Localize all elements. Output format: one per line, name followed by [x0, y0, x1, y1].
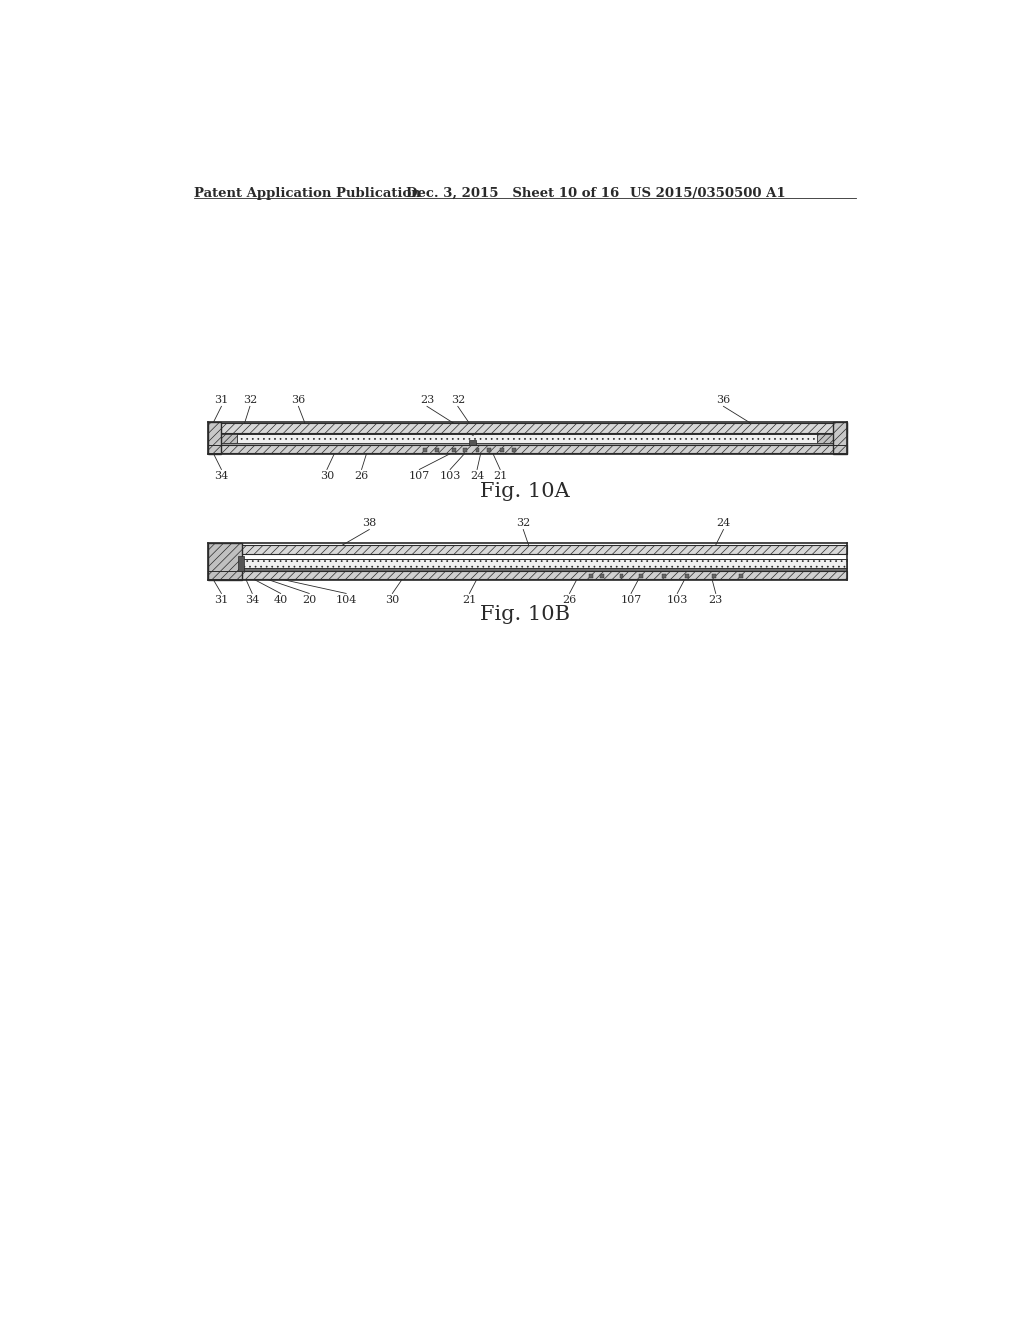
Text: 23: 23 [709, 595, 723, 605]
Bar [208, 545, 847, 554]
Text: US 2015/0350500 A1: US 2015/0350500 A1 [630, 187, 785, 199]
Text: 34: 34 [214, 471, 228, 480]
Bar [239, 557, 244, 572]
Text: 38: 38 [362, 517, 377, 528]
Text: 21: 21 [462, 595, 476, 605]
Text: 23: 23 [420, 395, 434, 405]
Bar [487, 447, 490, 451]
Bar [221, 444, 833, 445]
Bar [243, 558, 847, 568]
Text: 26: 26 [562, 595, 577, 605]
Bar [243, 569, 847, 570]
Bar [739, 574, 742, 578]
Bar [600, 574, 604, 578]
Bar [833, 422, 847, 454]
Text: 103: 103 [439, 471, 461, 480]
Bar [639, 574, 643, 578]
Bar [475, 447, 479, 451]
Bar [712, 574, 716, 578]
Text: 32: 32 [516, 517, 530, 528]
Text: 34: 34 [245, 595, 259, 605]
Text: 24: 24 [717, 517, 730, 528]
Bar [512, 447, 515, 451]
Bar [589, 574, 593, 578]
Bar [453, 447, 457, 451]
Bar [500, 447, 504, 451]
Bar [817, 433, 833, 444]
Bar [221, 433, 237, 444]
Bar [208, 445, 847, 453]
Text: Fig. 10B: Fig. 10B [480, 605, 569, 624]
Bar [662, 574, 666, 578]
Text: 31: 31 [214, 395, 228, 405]
Bar [685, 574, 689, 578]
Text: 36: 36 [717, 395, 730, 405]
Text: 40: 40 [273, 595, 288, 605]
Text: 36: 36 [291, 395, 305, 405]
Bar [463, 447, 467, 451]
Text: 24: 24 [470, 471, 484, 480]
Bar [423, 447, 427, 451]
Text: 103: 103 [667, 595, 688, 605]
Text: Patent Application Publication: Patent Application Publication [194, 187, 421, 199]
Text: 32: 32 [451, 395, 465, 405]
Bar [208, 424, 847, 433]
Bar [208, 572, 847, 579]
Bar [435, 447, 438, 451]
Text: Dec. 3, 2015   Sheet 10 of 16: Dec. 3, 2015 Sheet 10 of 16 [407, 187, 620, 199]
Text: Fig. 10A: Fig. 10A [480, 482, 569, 500]
Bar [208, 544, 243, 581]
Text: 21: 21 [493, 471, 507, 480]
Bar [208, 422, 221, 454]
Bar [469, 441, 475, 445]
Text: 31: 31 [214, 595, 228, 605]
Bar [221, 434, 833, 444]
Text: 107: 107 [621, 595, 642, 605]
Text: 107: 107 [409, 471, 430, 480]
Bar [620, 574, 624, 578]
Text: 104: 104 [336, 595, 356, 605]
Text: 26: 26 [354, 471, 369, 480]
Text: 30: 30 [319, 471, 334, 480]
Text: 30: 30 [385, 595, 399, 605]
Text: 20: 20 [302, 595, 316, 605]
Text: 32: 32 [243, 395, 257, 405]
